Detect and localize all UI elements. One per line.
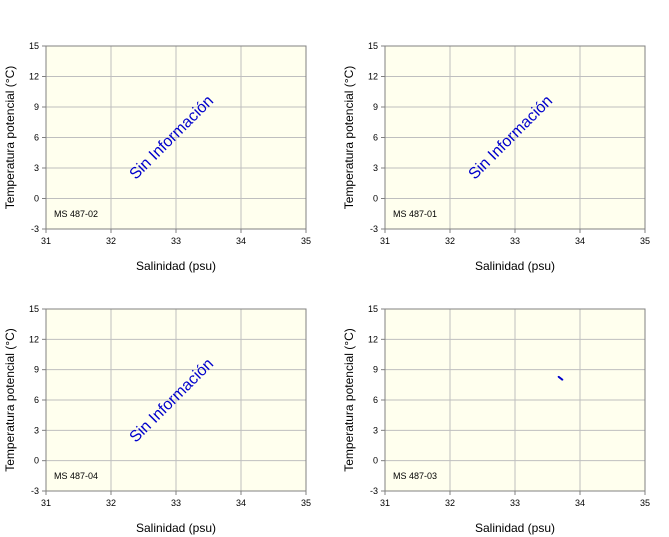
- station-label: MS 487-04: [54, 471, 98, 481]
- station-label: MS 487-03: [393, 471, 437, 481]
- y-tick-label: 12: [368, 72, 378, 82]
- x-axis-label: Salinidad (psu): [475, 521, 555, 535]
- y-tick-label: 9: [373, 365, 378, 375]
- y-tick-label: -3: [370, 486, 378, 496]
- y-axis-label: Temperatura potencial (°C): [342, 66, 356, 210]
- y-tick-label: 3: [34, 425, 39, 435]
- x-tick-label: 34: [236, 498, 246, 508]
- station-label: MS 487-02: [54, 209, 98, 219]
- y-tick-label: 15: [368, 41, 378, 51]
- y-axis-label: Temperatura potencial (°C): [3, 66, 17, 210]
- x-tick-label: 32: [445, 236, 455, 246]
- y-tick-label: 0: [34, 456, 39, 466]
- y-tick-label: 12: [368, 334, 378, 344]
- x-tick-label: 32: [445, 498, 455, 508]
- y-tick-label: 3: [373, 163, 378, 173]
- x-tick-label: 35: [640, 236, 650, 246]
- y-tick-label: -3: [31, 224, 39, 234]
- x-tick-label: 32: [106, 498, 116, 508]
- y-tick-label: 9: [34, 102, 39, 112]
- station-label: MS 487-01: [393, 209, 437, 219]
- y-tick-label: 6: [373, 395, 378, 405]
- y-tick-label: -3: [31, 486, 39, 496]
- x-tick-label: 34: [575, 236, 585, 246]
- y-tick-label: 3: [34, 163, 39, 173]
- x-tick-label: 32: [106, 236, 116, 246]
- chart-panel-1: -3 0 3 6 9 12 15 31 32 33 34 35 Salinidad (psu) Tempe…: [3, 41, 311, 273]
- y-tick-label: 6: [34, 395, 39, 405]
- y-axis-label: Temperatura potencial (°C): [342, 328, 356, 472]
- data-point: [561, 378, 564, 381]
- y-tick-label: 12: [29, 334, 39, 344]
- chart-panel-4: -3 0 3 6 9 12 15 31 32 33 34 35 Salinidad (psu) Tempe…: [342, 304, 650, 535]
- y-axis-label: Temperatura potencial (°C): [3, 328, 17, 472]
- y-tick-label: 15: [29, 41, 39, 51]
- x-tick-label: 35: [301, 236, 311, 246]
- x-axis-label: Salinidad (psu): [136, 521, 216, 535]
- data-point: [560, 377, 563, 380]
- y-tick-label: 0: [34, 194, 39, 204]
- y-tick-label: 9: [373, 102, 378, 112]
- x-tick-label: 35: [301, 498, 311, 508]
- y-tick-label: 6: [373, 133, 378, 143]
- x-tick-label: 33: [171, 498, 181, 508]
- y-tick-label: -3: [370, 224, 378, 234]
- x-tick-label: 33: [510, 236, 520, 246]
- x-tick-label: 33: [171, 236, 181, 246]
- y-tick-label: 3: [373, 425, 378, 435]
- y-tick-label: 15: [368, 304, 378, 314]
- y-tick-label: 0: [373, 456, 378, 466]
- data-point: [557, 375, 560, 378]
- x-tick-label: 31: [41, 498, 51, 508]
- y-tick-label: 9: [34, 365, 39, 375]
- x-axis-label: Salinidad (psu): [136, 259, 216, 273]
- x-tick-label: 34: [236, 236, 246, 246]
- x-tick-label: 31: [41, 236, 51, 246]
- data-point: [558, 376, 561, 379]
- y-tick-label: 0: [373, 194, 378, 204]
- x-tick-label: 31: [380, 498, 390, 508]
- x-axis-label: Salinidad (psu): [475, 259, 555, 273]
- x-tick-label: 34: [575, 498, 585, 508]
- y-tick-label: 15: [29, 304, 39, 314]
- y-tick-label: 12: [29, 72, 39, 82]
- x-tick-label: 33: [510, 498, 520, 508]
- x-tick-label: 35: [640, 498, 650, 508]
- x-tick-label: 31: [380, 236, 390, 246]
- y-tick-label: 6: [34, 133, 39, 143]
- chart-panel-3: -3 0 3 6 9 12 15 31 32 33 34 35 Salinidad (psu) Tempe…: [3, 304, 311, 535]
- chart-panel-2: -3 0 3 6 9 12 15 31 32 33 34 35 Salinidad (psu) Tempe…: [342, 41, 650, 273]
